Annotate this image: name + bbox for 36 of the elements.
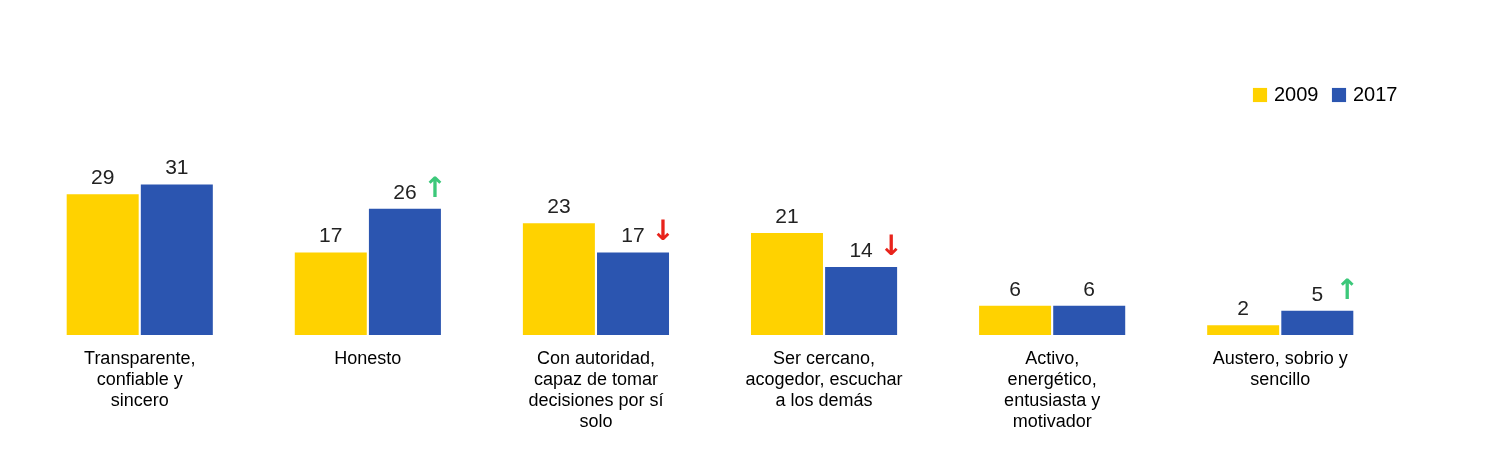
bar bbox=[750, 233, 823, 335]
x-tick-label: Honesto bbox=[334, 347, 402, 368]
annotation: ↓ bbox=[651, 214, 675, 248]
data-label: 6 bbox=[1009, 276, 1021, 300]
data-label: 17 bbox=[621, 223, 645, 247]
x-tick-label: Transparente, confiable y sincero bbox=[84, 347, 196, 410]
x-tick-label: Con autoridad, capaz de tomar decisiones por sí solo bbox=[528, 347, 664, 431]
data-label: 6 bbox=[1083, 276, 1096, 300]
bar bbox=[368, 208, 441, 335]
bar bbox=[825, 267, 898, 335]
bar bbox=[1053, 305, 1126, 335]
data-label: 5 bbox=[1311, 281, 1324, 305]
bar bbox=[597, 252, 670, 335]
annotation: ↓ bbox=[879, 229, 903, 262]
bar bbox=[1281, 310, 1354, 335]
data-label: 26 bbox=[393, 179, 417, 203]
data-label: 17 bbox=[319, 223, 343, 247]
data-label: 21 bbox=[775, 204, 799, 227]
bar bbox=[1207, 325, 1280, 335]
annotation: ↑ bbox=[423, 170, 447, 204]
annotation: ↑ bbox=[1335, 272, 1360, 306]
x-tick-label: Austero, sobrio y sencillo bbox=[1212, 347, 1348, 389]
data-label: 29 bbox=[91, 165, 115, 189]
bar bbox=[522, 223, 595, 335]
data-label: 14 bbox=[849, 238, 874, 261]
bar bbox=[66, 194, 139, 335]
x-tick-label: Activo, energético, entusiasta y motivador bbox=[1004, 347, 1101, 431]
bar bbox=[140, 184, 213, 335]
data-label: 2 bbox=[1237, 296, 1250, 320]
data-label: 23 bbox=[547, 194, 571, 218]
bar bbox=[294, 252, 367, 335]
data-label: 31 bbox=[165, 155, 189, 179]
x-tick-label: Ser cercano, acogedor, escuchar a los demás bbox=[745, 347, 903, 410]
legend-label: 2009 bbox=[1274, 83, 1319, 105]
legend-label: 2017 bbox=[1353, 83, 1398, 105]
bar bbox=[979, 305, 1052, 335]
